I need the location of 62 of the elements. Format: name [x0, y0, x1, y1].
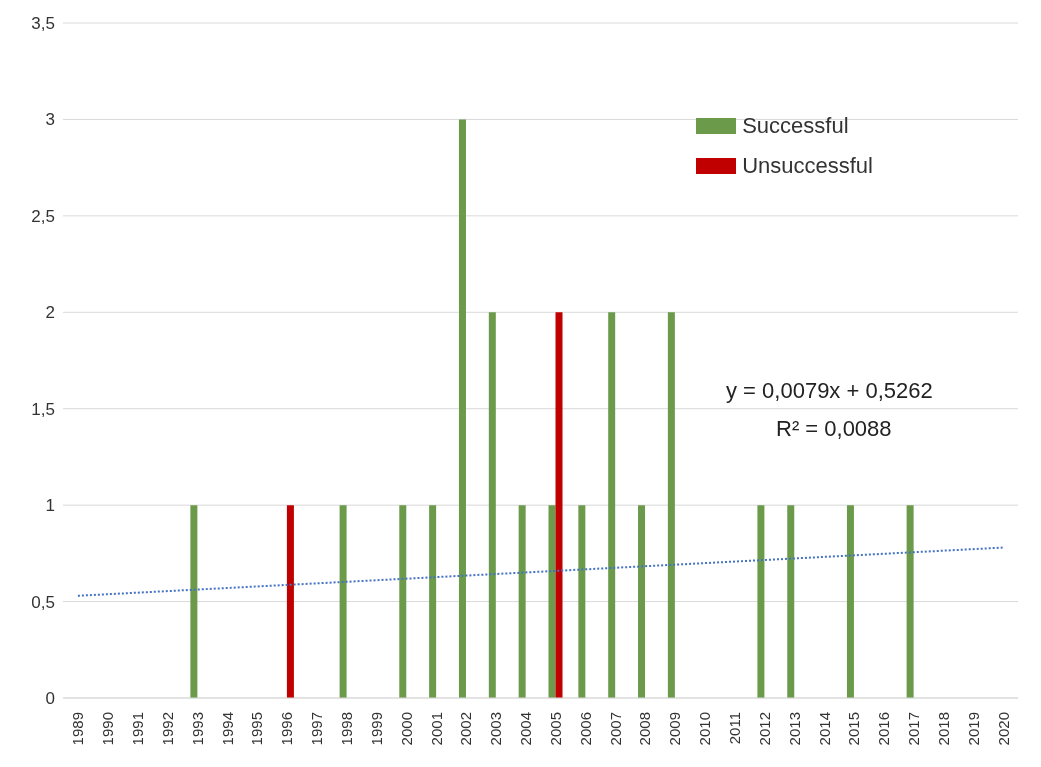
bar — [339, 505, 347, 698]
y-tick-label: 0,5 — [31, 592, 55, 612]
x-tick-label: 1996 — [278, 712, 296, 746]
x-tick-label: 2002 — [457, 712, 475, 746]
x-tick-label: 1991 — [129, 712, 147, 746]
bar — [458, 119, 466, 698]
x-tick-label: 2008 — [636, 712, 654, 746]
x-tick-label: 2010 — [696, 712, 714, 746]
x-tick-label: 1992 — [158, 712, 176, 746]
x-tick-label: 1989 — [69, 712, 87, 746]
y-tick-label: 3,5 — [31, 14, 55, 34]
x-tick-label: 2012 — [755, 712, 773, 746]
x-tick-label: 2015 — [845, 712, 863, 746]
bar — [787, 505, 795, 698]
legend-label: Successful — [741, 113, 850, 139]
x-tick-label: 2019 — [964, 712, 982, 746]
bar — [488, 312, 496, 698]
x-tick-label: 1990 — [99, 712, 117, 746]
bar — [399, 505, 407, 698]
bar — [429, 505, 437, 698]
x-tick-label: 2020 — [994, 712, 1012, 746]
bar — [578, 505, 586, 698]
x-tick-label: 1993 — [188, 712, 206, 746]
bar — [518, 505, 526, 698]
x-tick-label: 2006 — [576, 712, 594, 746]
x-tick-label: 2003 — [487, 712, 505, 746]
x-tick-label: 2004 — [517, 712, 535, 746]
x-tick-label: 2016 — [875, 712, 893, 746]
y-tick-label: 2 — [45, 303, 55, 323]
bar — [286, 505, 294, 698]
bar — [555, 312, 563, 698]
bar — [608, 312, 616, 698]
x-tick-label: 2018 — [934, 712, 952, 746]
x-tick-label: 1997 — [308, 712, 326, 746]
annotation: R² = 0,0088 — [776, 416, 892, 442]
x-tick-label: 2013 — [785, 712, 803, 746]
y-tick-label: 2,5 — [31, 206, 55, 226]
annotation: y = 0,0079x + 0,5262 — [726, 378, 933, 404]
x-tick-label: 1999 — [367, 712, 385, 746]
bar — [906, 505, 914, 698]
x-tick-label: 2001 — [427, 712, 445, 746]
x-tick-label: 2000 — [397, 712, 415, 746]
y-tick-label: 0 — [45, 689, 55, 709]
x-tick-label: 2005 — [546, 712, 564, 746]
bar — [638, 505, 646, 698]
y-tick-label: 3 — [45, 110, 55, 130]
x-tick-label: 2009 — [666, 712, 684, 746]
bar — [846, 505, 854, 698]
legend-label: Unsuccessful — [741, 153, 873, 179]
bar — [667, 312, 675, 698]
x-tick-label: 2011 — [725, 712, 743, 745]
y-tick-label: 1,5 — [31, 399, 55, 419]
x-tick-label: 2007 — [606, 712, 624, 746]
x-tick-label: 1998 — [338, 712, 356, 746]
x-tick-label: 1994 — [218, 712, 236, 746]
x-tick-label: 1995 — [248, 712, 266, 746]
bar — [190, 505, 198, 698]
bar — [757, 505, 765, 698]
x-tick-label: 2014 — [815, 712, 833, 746]
x-tick-label: 2017 — [905, 712, 923, 746]
y-tick-label: 1 — [45, 496, 55, 516]
bar — [548, 505, 556, 698]
